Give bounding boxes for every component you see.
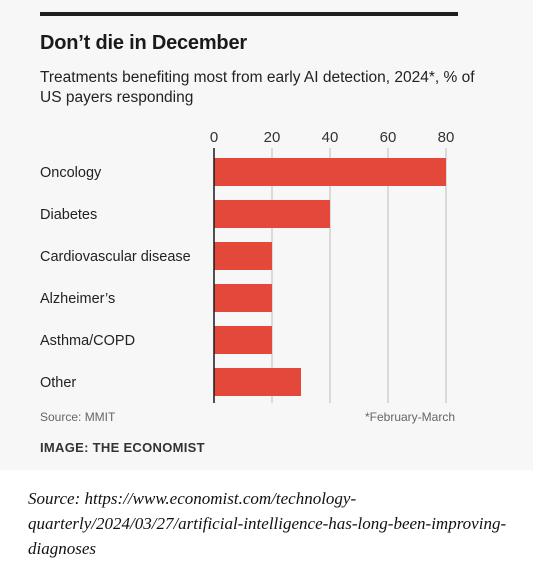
bar <box>214 326 272 354</box>
chart-card: Don’t die in December Treatments benefit… <box>40 12 475 455</box>
tick-label: 40 <box>322 129 339 146</box>
bar <box>214 284 272 312</box>
chart-subtitle: Treatments benefiting most from early AI… <box>40 69 475 106</box>
bar <box>214 368 301 396</box>
bar-chart: 0 20 40 60 80 Oncology Diabetes Cardiovascular … <box>40 129 455 403</box>
category-label: Oncology <box>40 165 102 181</box>
bar <box>214 200 330 228</box>
source-caption: Source: https://www.economist.com/techno… <box>28 489 507 558</box>
category-label: Alzheimer’s <box>40 291 115 307</box>
top-rule <box>40 12 458 16</box>
source-note: Source: MMIT <box>40 410 116 424</box>
chart-title: Don’t die in December <box>40 32 247 54</box>
category-label: Other <box>40 375 76 391</box>
category-label: Cardiovascular disease <box>40 249 191 265</box>
image-credit: IMAGE: THE ECONOMIST <box>40 440 205 455</box>
tick-label: 60 <box>380 129 397 146</box>
tick-label: 0 <box>210 129 218 146</box>
tick-label: 20 <box>264 129 281 146</box>
category-label: Diabetes <box>40 207 97 223</box>
bar <box>214 158 446 186</box>
bar <box>214 242 272 270</box>
footnote: *February-March <box>364 410 455 424</box>
category-label: Asthma/COPD <box>40 333 135 349</box>
tick-label: 80 <box>438 129 455 146</box>
